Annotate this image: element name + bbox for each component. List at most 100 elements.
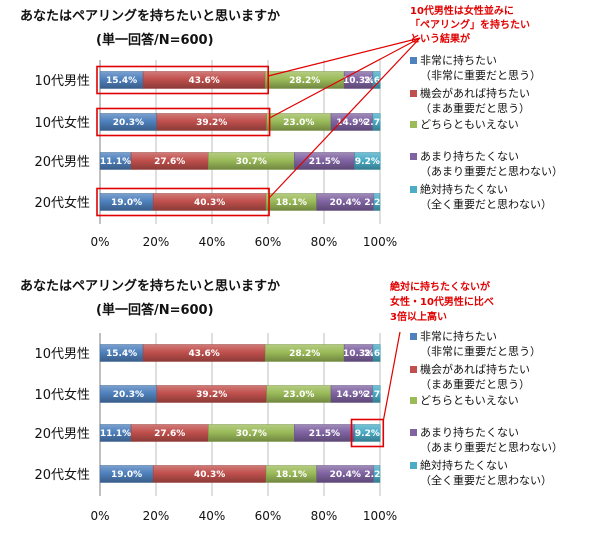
segment-value-label: 20.3% (113, 390, 144, 400)
bar-segment (372, 344, 381, 362)
legend-sublabel: （まあ重要だと思う） (420, 101, 530, 115)
segment-value-label: 21.5% (309, 429, 340, 439)
legend-label: 非常に持ちたい (420, 329, 497, 343)
legend-sublabel: （あまり重要だと思わない） (420, 440, 563, 454)
segment-value-label: 19.0% (111, 198, 142, 208)
segment-value-label: 2.6% (364, 349, 389, 359)
category-label: 20代女性 (34, 195, 90, 211)
category-label: 10代男性 (34, 347, 90, 362)
segment-value-label: 39.2% (196, 118, 227, 128)
segment-value-label: 18.1% (276, 198, 307, 208)
legend-label: あまり持ちたくない (420, 425, 519, 439)
bar-segment (372, 385, 381, 403)
bar-segment (354, 152, 381, 170)
segment-value-label: 11.1% (100, 429, 131, 439)
segment-value-label: 2.2% (364, 470, 389, 480)
chart-subtitle: (単一回答/N=600) (96, 32, 214, 48)
x-tick-label: 40% (199, 509, 226, 523)
legend-swatch (410, 397, 417, 404)
highlight-box (96, 107, 271, 137)
segment-value-label: 2.7% (364, 390, 389, 400)
legend-swatch (410, 90, 417, 97)
segment-value-label: 20.4% (330, 470, 361, 480)
segment-value-label: 2.6% (364, 76, 389, 86)
x-tick-label: 80% (311, 235, 338, 249)
annotation-text: 女性・10代男性に比べ (390, 295, 494, 308)
segment-value-label: 2.2% (364, 198, 389, 208)
segment-value-label: 11.1% (100, 157, 131, 167)
x-tick-label: 0% (90, 509, 109, 523)
segment-value-label: 20.3% (113, 118, 144, 128)
segment-value-label: 30.7% (236, 157, 267, 167)
legend-swatch (410, 121, 417, 128)
x-tick-label: 0% (90, 235, 109, 249)
bar-segment (373, 193, 381, 211)
segment-value-label: 23.0% (283, 118, 314, 128)
bar-segment (354, 424, 381, 442)
legend-swatch (410, 366, 417, 373)
segment-value-label: 19.0% (111, 470, 142, 480)
chart-subtitle: (単一回答/N=600) (96, 302, 214, 318)
legend-label: どちらともいえない (420, 394, 519, 407)
category-label: 10代女性 (34, 387, 90, 403)
legend-label: 機会があれば持ちたい (420, 362, 530, 376)
highlight-box (96, 65, 269, 95)
legend-swatch (410, 57, 417, 64)
segment-value-label: 18.1% (276, 470, 307, 480)
x-tick-label: 60% (255, 235, 282, 249)
segment-value-label: 27.6% (154, 157, 185, 167)
chart-title: あなたはペアリングを持ちたいと思いますか (20, 8, 280, 24)
segment-value-label: 15.4% (106, 76, 137, 86)
x-tick-label: 100% (363, 235, 397, 249)
segment-value-label: 27.6% (154, 429, 185, 439)
category-label: 20代男性 (34, 427, 90, 442)
bar-segment (373, 465, 381, 483)
legend-swatch (410, 153, 417, 160)
segment-value-label: 20.4% (330, 198, 361, 208)
annotation-text: という結果が (410, 32, 471, 45)
segment-value-label: 10.3% (343, 76, 374, 86)
category-label: 20代男性 (34, 155, 90, 170)
legend-swatch (410, 462, 417, 469)
segment-value-label: 30.7% (236, 429, 267, 439)
segment-value-label: 21.5% (309, 157, 340, 167)
legend-swatch (410, 429, 417, 436)
annotation-text: 10代男性は女性並みに (410, 4, 514, 17)
callout-line (268, 37, 421, 77)
legend-label: どちらともいえない (420, 118, 519, 131)
legend-label: 絶対持ちたくない (420, 182, 508, 196)
segment-value-label: 14.9% (336, 118, 367, 128)
segment-value-label: 2.7% (364, 118, 389, 128)
segment-value-label: 43.6% (189, 76, 220, 86)
legend-label: 非常に持ちたい (420, 53, 497, 67)
callout-line (268, 37, 421, 199)
annotation-text: 3倍以上高い (390, 310, 447, 323)
legend-sublabel: （非常に重要だと思う） (420, 344, 541, 358)
segment-value-label: 28.2% (289, 76, 320, 86)
legend-label: あまり持ちたくない (420, 149, 519, 163)
annotation-text: 「ペアリング」を持ちたい (410, 18, 530, 31)
segment-value-label: 40.3% (194, 470, 225, 480)
annotation-text: 絶対に持ちたくないが (390, 280, 491, 293)
x-tick-label: 20% (143, 235, 170, 249)
x-tick-label: 40% (199, 235, 226, 249)
callout-line (382, 331, 401, 422)
segment-value-label: 40.3% (194, 198, 225, 208)
legend-label: 絶対持ちたくない (420, 458, 508, 472)
legend-sublabel: （全く重要だと思わない） (420, 473, 552, 487)
callout-line (269, 37, 421, 119)
legend-sublabel: （全く重要だと思わない） (420, 197, 552, 211)
segment-value-label: 39.2% (196, 390, 227, 400)
highlight-box (350, 418, 385, 448)
segment-value-label: 14.9% (336, 390, 367, 400)
segment-value-label: 43.6% (189, 349, 220, 359)
legend-swatch (410, 186, 417, 193)
bar-segment (372, 113, 381, 131)
legend-sublabel: （非常に重要だと思う） (420, 68, 541, 82)
segment-value-label: 9.2% (355, 157, 380, 167)
segment-value-label: 10.3% (343, 349, 374, 359)
category-label: 20代女性 (34, 467, 90, 483)
x-tick-label: 100% (363, 509, 397, 523)
